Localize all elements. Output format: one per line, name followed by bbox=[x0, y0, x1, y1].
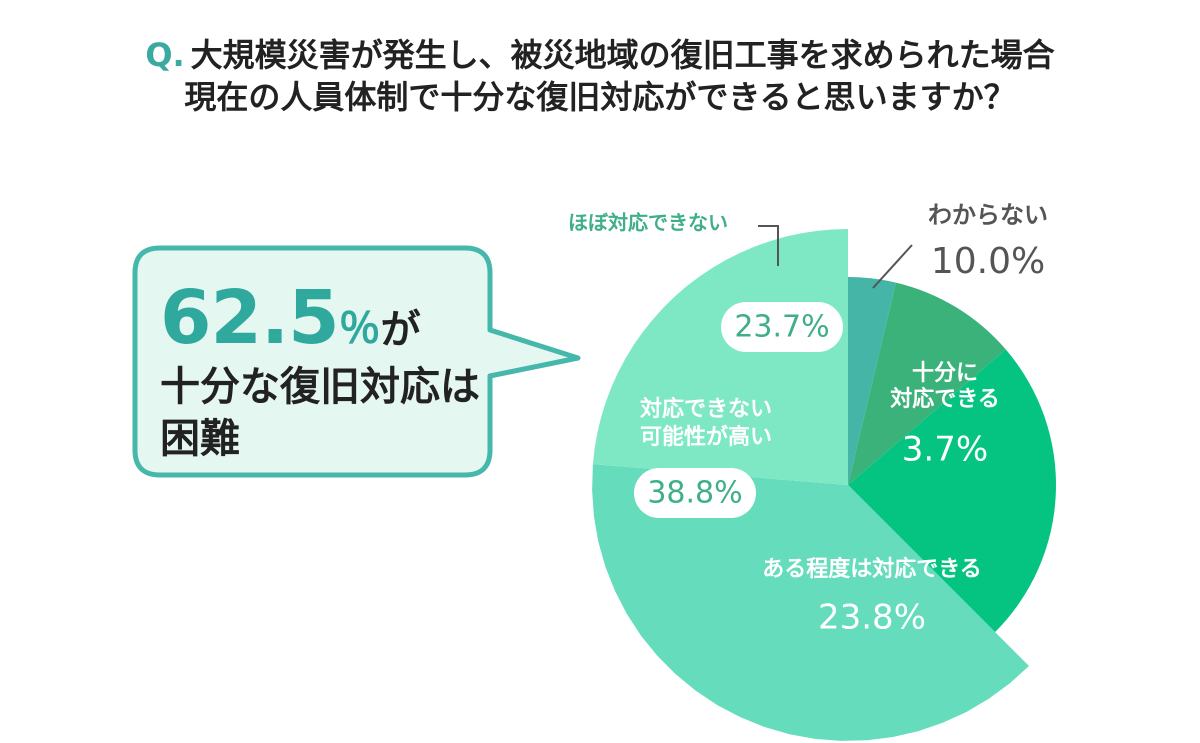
question-line-2: 現在の人員体制で十分な復旧対応ができると思いますか？ bbox=[184, 78, 1016, 116]
callout-headline: 62.5％が bbox=[160, 275, 490, 361]
slice-label-wakaranai: わからない bbox=[928, 201, 1048, 229]
callout-line-3: 困難 bbox=[160, 416, 240, 462]
leader-line-hobo bbox=[758, 225, 779, 266]
slice-label-jubun: 十分に bbox=[912, 361, 978, 386]
question-text-1: 大規模災害が発生し、被災地域の復旧工事を求められた場合 bbox=[190, 36, 1055, 74]
question-line-1: Q. 大規模災害が発生し、被災地域の復旧工事を求められた場合 bbox=[0, 34, 1200, 76]
question-title: Q. 大規模災害が発生し、被災地域の復旧工事を求められた場合 現在の人員体制で十分… bbox=[0, 34, 1200, 118]
slice-label-aruteido: ある程度は対応できる bbox=[762, 556, 982, 582]
slice-percent-kanousei: 38.8% bbox=[647, 476, 742, 511]
callout-suffix: が bbox=[380, 307, 421, 353]
pie-slice-jubun bbox=[848, 282, 1006, 485]
question-prefix: Q. bbox=[145, 36, 185, 74]
pie-slices bbox=[592, 229, 1056, 741]
slice-percent-jubun: 3.7% bbox=[902, 430, 988, 470]
pie-slice-hobo bbox=[592, 229, 848, 485]
callout-bubble bbox=[132, 245, 581, 478]
callout-line-2: 十分な復旧対応は bbox=[160, 364, 480, 410]
slice-percent-hobo: 23.7% bbox=[734, 310, 829, 345]
callout-number: 62.5 bbox=[160, 275, 340, 361]
callout-text: 62.5％が 十分な復旧対応は 困難 bbox=[160, 275, 490, 465]
percent-pill-hobo bbox=[721, 302, 843, 352]
pie-slice-wakaranai bbox=[848, 277, 896, 485]
pie-slice-kanousei bbox=[592, 464, 1029, 741]
leader-line-wakaranai bbox=[872, 244, 913, 289]
slice-percent-wakaranai: 10.0% bbox=[931, 241, 1045, 282]
slice-percent-aruteido: 23.8% bbox=[818, 598, 926, 638]
slice-label-jubun: 対応できる bbox=[890, 386, 1000, 412]
pie-slice-aruteido bbox=[848, 349, 1056, 633]
slice-label-kanousei: 対応できない bbox=[640, 396, 772, 422]
slice-label-hobo: ほぼ対応できない bbox=[568, 211, 728, 235]
slice-label-kanousei: 可能性が高い bbox=[640, 424, 772, 450]
callout-unit: ％ bbox=[338, 304, 381, 353]
percent-pill-kanousei bbox=[634, 468, 756, 518]
